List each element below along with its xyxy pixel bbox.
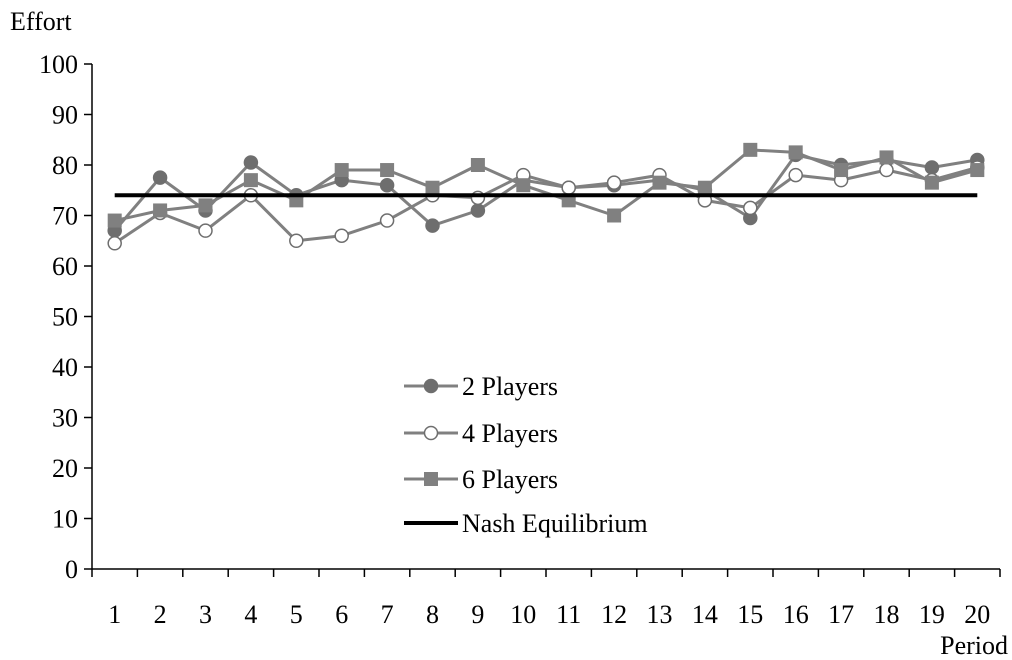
x-tick-label: 6 — [335, 600, 348, 629]
x-tick-label: 3 — [199, 600, 212, 629]
legend-item-nash-equilibrium: Nash Equilibrium — [404, 509, 648, 538]
data-point-2-players — [470, 203, 486, 218]
legend-swatch-marker — [424, 472, 438, 486]
data-point-2-players — [425, 218, 440, 233]
data-point-4-players — [107, 236, 122, 251]
data-point-4-players — [379, 213, 395, 228]
x-tick-label: 16 — [783, 600, 809, 629]
data-point-4-players — [334, 228, 349, 243]
legend-item-4-players: 4 Players — [404, 419, 558, 448]
x-tick-label: 5 — [290, 600, 303, 629]
x-tick-label: 8 — [426, 600, 439, 629]
data-point-6-players — [107, 213, 122, 228]
data-point-6-players — [788, 145, 803, 160]
x-tick-label: 18 — [874, 600, 900, 629]
data-point-6-players — [924, 175, 939, 190]
x-axis-title: Period — [940, 631, 1008, 660]
data-point-6-players — [834, 163, 849, 178]
data-point-4-players — [879, 162, 894, 178]
data-point-6-players — [607, 208, 622, 223]
y-axis-title: Effort — [10, 7, 72, 36]
legend-swatch-marker — [423, 425, 439, 441]
y-tick-label: 90 — [52, 101, 78, 130]
data-point-6-players — [652, 175, 667, 190]
y-tick-label: 30 — [52, 404, 78, 433]
y-tick-label: 20 — [52, 454, 78, 483]
x-tick-label: 7 — [381, 600, 394, 629]
legend-item-2-players: 2 Players — [404, 372, 558, 401]
series-6-players — [107, 142, 985, 228]
data-point-4-players — [743, 200, 758, 216]
legend-label: Nash Equilibrium — [462, 509, 648, 538]
data-point-4-players — [606, 175, 622, 190]
x-tick-label: 17 — [828, 600, 854, 629]
x-tick-label: 4 — [244, 600, 257, 629]
x-tick-label: 14 — [692, 600, 718, 629]
series-line-6-players — [114, 148, 978, 223]
data-point-6-players — [470, 158, 485, 172]
data-point-6-players — [743, 142, 758, 157]
y-tick-label: 40 — [52, 353, 78, 382]
y-tick-label: 100 — [39, 50, 78, 79]
data-point-6-players — [334, 163, 349, 178]
y-tick-label: 80 — [52, 151, 78, 180]
data-point-6-players — [697, 180, 712, 195]
data-point-4-players — [470, 190, 486, 206]
x-tick-label: 20 — [964, 600, 990, 629]
data-point-2-players — [924, 160, 940, 175]
y-tick-label: 60 — [52, 252, 78, 281]
data-point-6-players — [198, 198, 213, 213]
data-point-2-players — [379, 177, 395, 193]
y-tick-label: 0 — [65, 555, 78, 584]
x-tick-label: 10 — [510, 600, 536, 629]
data-point-2-players — [152, 170, 168, 185]
x-tick-label: 19 — [919, 600, 945, 629]
data-point-4-players — [198, 223, 213, 238]
data-point-6-players — [243, 173, 258, 188]
x-tick-label: 2 — [154, 600, 167, 629]
series — [107, 142, 985, 251]
data-point-6-players — [879, 150, 894, 165]
x-tick-label: 9 — [471, 600, 484, 629]
data-point-2-players — [243, 155, 259, 170]
y-tick-label: 50 — [52, 303, 78, 332]
x-tick-label: 11 — [556, 600, 581, 629]
legend-swatch-marker — [423, 378, 439, 394]
x-tick-label: 15 — [737, 600, 763, 629]
x-tick-label: 13 — [647, 600, 673, 629]
legend-label: 6 Players — [462, 465, 558, 494]
legend-label: 4 Players — [462, 419, 558, 448]
data-point-6-players — [380, 163, 395, 178]
legend-label: 2 Players — [462, 372, 558, 401]
y-ticks: 0 10 20 30 40 50 60 70 80 90 100 — [39, 50, 92, 584]
x-tick-label: 12 — [601, 600, 627, 629]
x-tick-label: 1 — [108, 600, 121, 629]
series-line-4-players — [113, 166, 978, 245]
y-tick-label: 70 — [52, 202, 78, 231]
legend-item-6-players: 6 Players — [404, 465, 558, 494]
data-point-6-players — [153, 203, 168, 218]
data-point-6-players — [516, 178, 531, 193]
x-ticks: 1 2 3 4 5 6 7 8 9 10 11 12 13 14 15 16 17 18 19 20 — [91, 569, 1001, 629]
data-point-4-players — [289, 233, 304, 248]
legend: 2 Players 4 Players 6 Players Nash Equilibr… — [404, 372, 648, 538]
series-line-2-players — [113, 153, 978, 232]
data-point-4-players — [788, 167, 803, 183]
data-point-4-players — [561, 180, 576, 195]
y-tick-label: 10 — [52, 505, 78, 534]
data-point-6-players — [970, 163, 985, 178]
data-point-6-players — [425, 180, 440, 195]
